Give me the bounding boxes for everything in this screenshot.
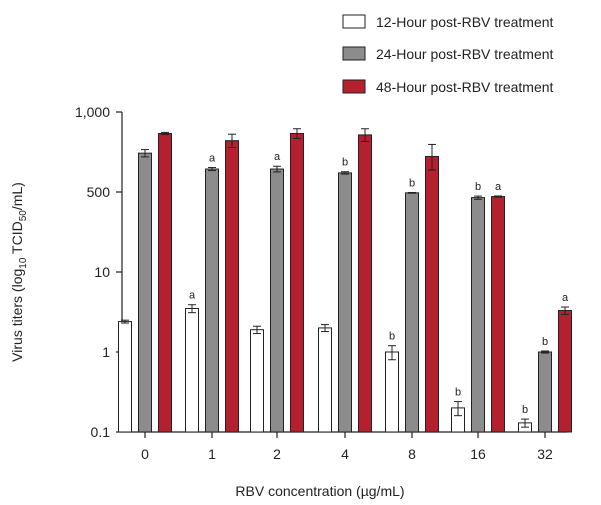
bars: a a a b b b b b a b b a xyxy=(118,128,572,433)
bar-12-hour-1 xyxy=(185,307,199,433)
significance-label: a xyxy=(495,181,502,193)
x-tick-label: 16 xyxy=(470,446,486,462)
x-axis-title: RBV concentration (µg/mL) xyxy=(235,483,404,499)
bar-48-hour-16 xyxy=(491,196,505,433)
y-tick-label: 500 xyxy=(87,184,111,200)
significance-label: a xyxy=(562,292,569,304)
significance-label: b xyxy=(455,387,461,399)
bar-12-hour-0 xyxy=(118,321,132,433)
legend-label: 48-Hour post-RBV treatment xyxy=(376,79,554,95)
y-tick-label: 1,000 xyxy=(75,104,110,120)
significance-label: a xyxy=(274,151,281,163)
y-tick-label: 10 xyxy=(94,264,110,280)
y-axis-title-sub2: 50 xyxy=(18,210,29,222)
significance-label: b xyxy=(389,331,395,343)
legend-label: 12-Hour post-RBV treatment xyxy=(376,14,554,30)
y-axis-title-prefix: Virus titers (log xyxy=(9,269,25,362)
significance-label: b xyxy=(409,177,415,189)
significance-label: a xyxy=(209,153,216,165)
significance-label: b xyxy=(522,404,528,416)
bar-12-hour-8 xyxy=(385,351,399,433)
significance-label: b xyxy=(475,181,481,193)
significance-label: b xyxy=(542,336,548,348)
y-ticks: 0.1 1 10 500 1,000 xyxy=(75,104,122,440)
y-tick-label: 1 xyxy=(102,344,110,360)
bar-48-hour-32 xyxy=(558,310,572,433)
bar-48-hour-4 xyxy=(358,134,372,433)
significance-label: a xyxy=(189,290,196,302)
bar-24-hour-8 xyxy=(405,192,419,433)
x-tick-label: 2 xyxy=(273,446,281,462)
legend-swatch xyxy=(342,14,366,29)
x-tick-label: 4 xyxy=(341,446,349,462)
legend-swatch xyxy=(342,79,366,94)
legend-label: 24-Hour post-RBV treatment xyxy=(376,46,554,62)
y-tick-label: 0.1 xyxy=(91,424,111,440)
legend: 12-Hour post-RBV treatment 24-Hour post-R… xyxy=(342,14,554,95)
bar-24-hour-1 xyxy=(205,168,219,433)
bar-48-hour-2 xyxy=(290,133,304,433)
bar-24-hour-2 xyxy=(270,168,284,433)
significance-label: b xyxy=(342,157,348,169)
y-axis-title-sub1: 10 xyxy=(18,257,29,269)
bar-24-hour-16 xyxy=(471,197,485,433)
bar-12-hour-4 xyxy=(318,327,332,433)
bar-12-hour-2 xyxy=(250,329,264,433)
bar-24-hour-0 xyxy=(138,152,152,433)
y-axis-title-mid: TCID xyxy=(9,221,25,257)
bar-24-hour-4 xyxy=(338,172,352,433)
bar-48-hour-8 xyxy=(425,156,439,433)
x-ticks: 0 1 2 4 8 16 32 xyxy=(141,432,553,462)
x-tick-label: 8 xyxy=(408,446,416,462)
bar-48-hour-1 xyxy=(225,140,239,433)
x-tick-label: 1 xyxy=(208,446,216,462)
y-axis-title: Virus titers (log10 TCID50/mL) xyxy=(9,182,29,362)
legend-swatch xyxy=(342,46,366,61)
bar-24-hour-32 xyxy=(538,351,552,433)
y-axis-title-suffix: /mL) xyxy=(9,182,25,210)
x-tick-label: 0 xyxy=(141,446,149,462)
x-tick-label: 32 xyxy=(537,446,553,462)
bar-48-hour-0 xyxy=(158,133,172,433)
